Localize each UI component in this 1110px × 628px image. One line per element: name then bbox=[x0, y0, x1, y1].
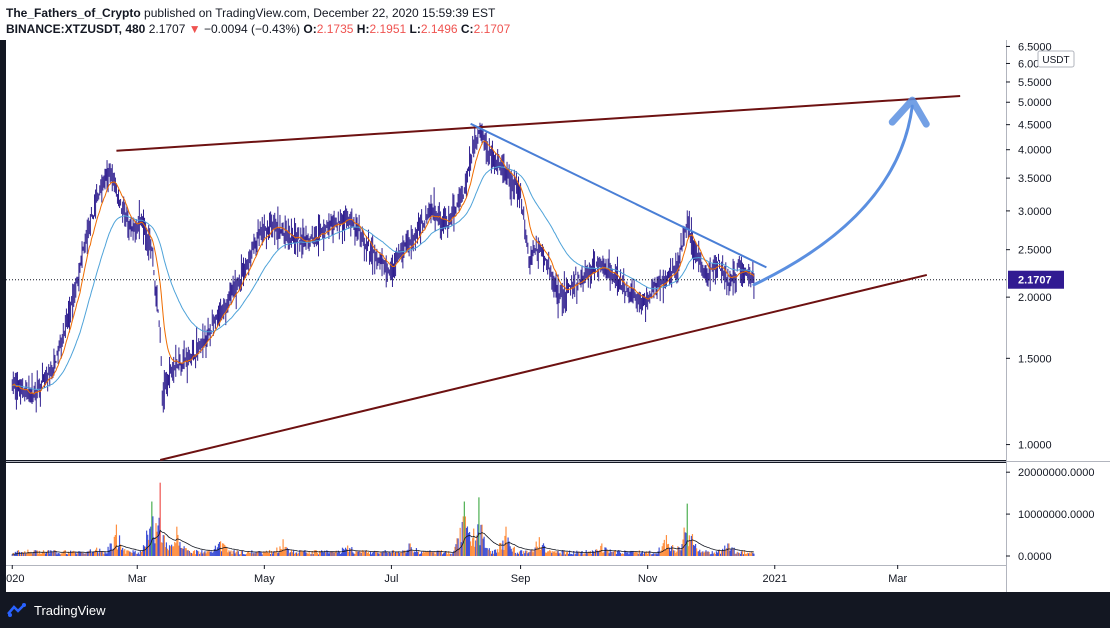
volume-tick-label: 10000000.0000 bbox=[1018, 509, 1094, 521]
axis-badges: USDT 2.1707 bbox=[1008, 50, 1075, 289]
time-tick-label: Sep bbox=[511, 573, 531, 585]
price-series bbox=[6, 122, 1006, 413]
tradingview-wordmark: TradingView bbox=[34, 602, 106, 618]
projection-arrow-head bbox=[888, 96, 930, 128]
close-value: 2.1707 bbox=[473, 22, 511, 36]
price-chart[interactable]: 6.50006.00005.50005.00004.50004.00003.50… bbox=[0, 0, 1110, 592]
price-axis[interactable] bbox=[1006, 40, 1110, 592]
open-label: O: bbox=[303, 22, 317, 36]
price-tick-label: 4.0000 bbox=[1018, 145, 1052, 157]
moving-average-fast bbox=[12, 140, 755, 395]
footer: TradingView bbox=[0, 592, 1110, 628]
time-axis-ticks: 2020 Mar May Jul Sep Nov 2021 Mar bbox=[0, 565, 907, 585]
time-tick-label: Nov bbox=[638, 573, 658, 585]
price-tick-label: 2.0000 bbox=[1018, 292, 1052, 304]
price-tick-label: 1.0000 bbox=[1018, 440, 1052, 452]
open-value: 2.1735 bbox=[316, 22, 354, 36]
descending-trendline bbox=[470, 122, 767, 269]
volume-tick-label: 20000000.0000 bbox=[1018, 467, 1094, 479]
price-change: −0.0094 (−0.43%) bbox=[203, 22, 301, 36]
moving-average-slow bbox=[12, 165, 755, 391]
author-name[interactable]: The_Fathers_of_Crypto bbox=[6, 6, 141, 20]
low-label: L: bbox=[409, 22, 421, 36]
channel-upper-line bbox=[116, 94, 961, 152]
time-tick-label: Mar bbox=[128, 573, 147, 585]
published-text: published on TradingView.com, December 2… bbox=[144, 6, 496, 20]
chart-header: The_Fathers_of_Crypto published on Tradi… bbox=[0, 0, 1110, 40]
price-axis-ticks: 6.50006.00005.50005.00004.50004.00003.50… bbox=[1006, 41, 1052, 452]
low-value: 2.1496 bbox=[420, 22, 458, 36]
time-tick-label: May bbox=[254, 573, 275, 585]
price-tick-label: 5.5000 bbox=[1018, 77, 1052, 89]
currency-badge bbox=[1037, 50, 1075, 68]
drawings-layer[interactable] bbox=[116, 94, 961, 461]
tradingview-logo[interactable]: TradingView bbox=[6, 602, 106, 618]
volume-moving-average bbox=[12, 529, 754, 555]
price-tick-label: 5.0000 bbox=[1018, 97, 1052, 109]
time-axis[interactable] bbox=[6, 565, 1006, 592]
price-tick-label: 3.5000 bbox=[1018, 173, 1052, 185]
volume-bars bbox=[11, 482, 755, 556]
projection-arrow bbox=[752, 104, 914, 287]
symbol-info: BINANCE:XTZUSDT, 480 2.1707 ▼ −0.0094 (−… bbox=[6, 22, 510, 36]
currency-label: USDT bbox=[1042, 55, 1069, 66]
volume-tick-label: 0.0000 bbox=[1018, 551, 1052, 563]
publication-info: The_Fathers_of_Crypto published on Tradi… bbox=[6, 6, 495, 20]
high-value: 2.1951 bbox=[369, 22, 407, 36]
time-tick-label: 2020 bbox=[0, 573, 24, 585]
price-tick-label: 4.5000 bbox=[1018, 120, 1052, 132]
price-tick-label: 1.5000 bbox=[1018, 353, 1052, 365]
price-tick-label: 6.5000 bbox=[1018, 41, 1052, 53]
current-price-label: 2.1707 bbox=[1018, 275, 1052, 287]
symbol-label: BINANCE:XTZUSDT, 480 bbox=[6, 22, 146, 36]
time-tick-label: 2021 bbox=[763, 573, 787, 585]
channel-lower-line bbox=[159, 273, 928, 461]
down-arrow-icon: ▼ bbox=[188, 22, 201, 36]
last-price: 2.1707 bbox=[148, 22, 186, 36]
price-tick-label: 3.0000 bbox=[1018, 206, 1052, 218]
current-price-badge bbox=[1008, 270, 1064, 289]
price-tick-label: 2.5000 bbox=[1018, 245, 1052, 257]
high-label: H: bbox=[356, 22, 370, 36]
tradingview-logo-icon bbox=[7, 603, 26, 617]
time-tick-label: Jul bbox=[384, 573, 398, 585]
volume-axis-ticks: 20000000.0000 10000000.0000 0.0000 bbox=[1006, 467, 1094, 563]
close-label: C: bbox=[460, 22, 474, 36]
time-tick-label: Mar bbox=[888, 573, 907, 585]
price-pane[interactable] bbox=[6, 40, 1006, 460]
